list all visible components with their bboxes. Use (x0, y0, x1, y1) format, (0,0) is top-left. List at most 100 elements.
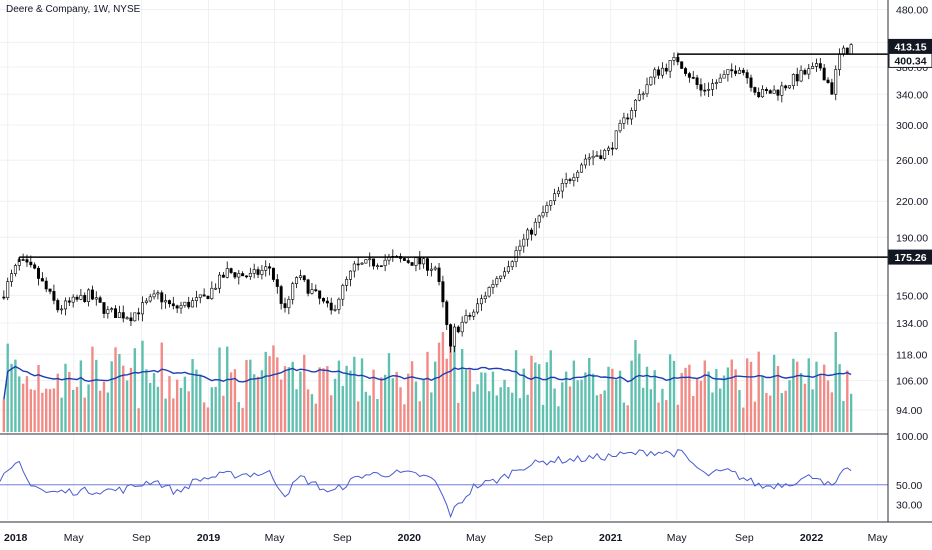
volume-bar (749, 361, 753, 432)
candle (718, 73, 722, 83)
volume-bar (715, 369, 718, 432)
candle (90, 285, 94, 301)
candle (572, 173, 576, 187)
candle-body (441, 281, 445, 303)
volume-bar (591, 373, 595, 432)
candle-body (610, 147, 614, 150)
volume-bar (530, 355, 533, 432)
candle (40, 272, 44, 282)
volume-bar (811, 389, 814, 432)
volume-bar (407, 373, 410, 432)
candle-body (144, 300, 148, 303)
candle (684, 66, 688, 77)
candle-body (75, 296, 79, 300)
candle-body (499, 275, 503, 279)
volume-bar (792, 358, 795, 432)
candle-body (71, 296, 75, 303)
volume-bar (788, 380, 791, 432)
volume-bar (842, 401, 845, 432)
candle (626, 113, 630, 125)
price-tick-label: 220.00 (896, 196, 928, 208)
volume-bar (537, 364, 541, 432)
volume-bar (83, 397, 86, 432)
candle (237, 270, 241, 285)
candle-body (40, 278, 44, 282)
candle (526, 227, 530, 247)
volume-bar (33, 390, 36, 432)
candle (325, 297, 329, 308)
candle (780, 81, 784, 103)
volume-bar (796, 361, 799, 432)
candle-body (626, 117, 630, 120)
candle (429, 262, 433, 277)
volume-bar (722, 375, 726, 432)
volume-bar (553, 388, 556, 432)
candle (341, 283, 345, 306)
candle-body (90, 289, 94, 300)
volume-bar (287, 367, 291, 432)
volume-bar (480, 372, 483, 432)
volume-bar (522, 368, 525, 432)
volume-bar (283, 366, 287, 432)
time-tick-label: 2019 (197, 532, 221, 544)
candle-body (653, 69, 657, 78)
candle-body (437, 267, 441, 282)
candle (818, 57, 822, 71)
candle-body (429, 268, 433, 271)
volume-bar (576, 380, 579, 432)
volume-bar (291, 361, 294, 432)
candle-body (568, 179, 572, 181)
candle-body (260, 269, 264, 275)
candle (445, 299, 449, 330)
volume-bar (638, 353, 641, 432)
candle (495, 276, 499, 288)
candle-body (649, 76, 653, 86)
candle (699, 78, 703, 97)
candle (268, 263, 272, 276)
volume-bar (564, 371, 568, 432)
candle (187, 296, 191, 310)
volume-bar (557, 406, 560, 432)
candle-body (248, 273, 252, 277)
candle (603, 148, 607, 161)
candle-body (6, 281, 10, 298)
candle (791, 73, 795, 90)
candle (210, 281, 214, 301)
price-tick-label: 150.00 (896, 290, 928, 302)
candle-body (472, 311, 476, 317)
volume-bar (672, 360, 676, 432)
candle (668, 60, 672, 78)
candle-body (167, 300, 171, 305)
candle-body (734, 70, 738, 74)
volume-bar (383, 374, 387, 432)
candle-body (491, 284, 495, 288)
volume-bar (514, 350, 518, 432)
volume-bar (507, 387, 510, 432)
candle-body (633, 99, 637, 111)
candle-body (737, 69, 741, 74)
volume-bar (422, 379, 425, 432)
volume-bar (549, 350, 552, 432)
candle (87, 288, 91, 307)
volume-bar (10, 363, 13, 432)
volume-bar (765, 392, 768, 432)
candle-body (414, 257, 418, 266)
candle-body (164, 300, 168, 303)
volume-bar (460, 349, 464, 432)
volume-bar (218, 347, 221, 432)
candle-body (838, 53, 842, 70)
candle (63, 297, 67, 316)
candle (788, 85, 792, 90)
volume-bar (718, 388, 722, 432)
volume-bar (726, 367, 730, 432)
candle-body (194, 297, 198, 301)
candle-body (60, 308, 64, 311)
candle-body (318, 290, 322, 299)
volume-bar (87, 384, 90, 432)
candle (630, 107, 634, 125)
candle-body (329, 302, 333, 311)
candle-body (171, 303, 175, 307)
grid (0, 0, 888, 520)
candle (198, 294, 202, 304)
candle-body (814, 63, 818, 67)
